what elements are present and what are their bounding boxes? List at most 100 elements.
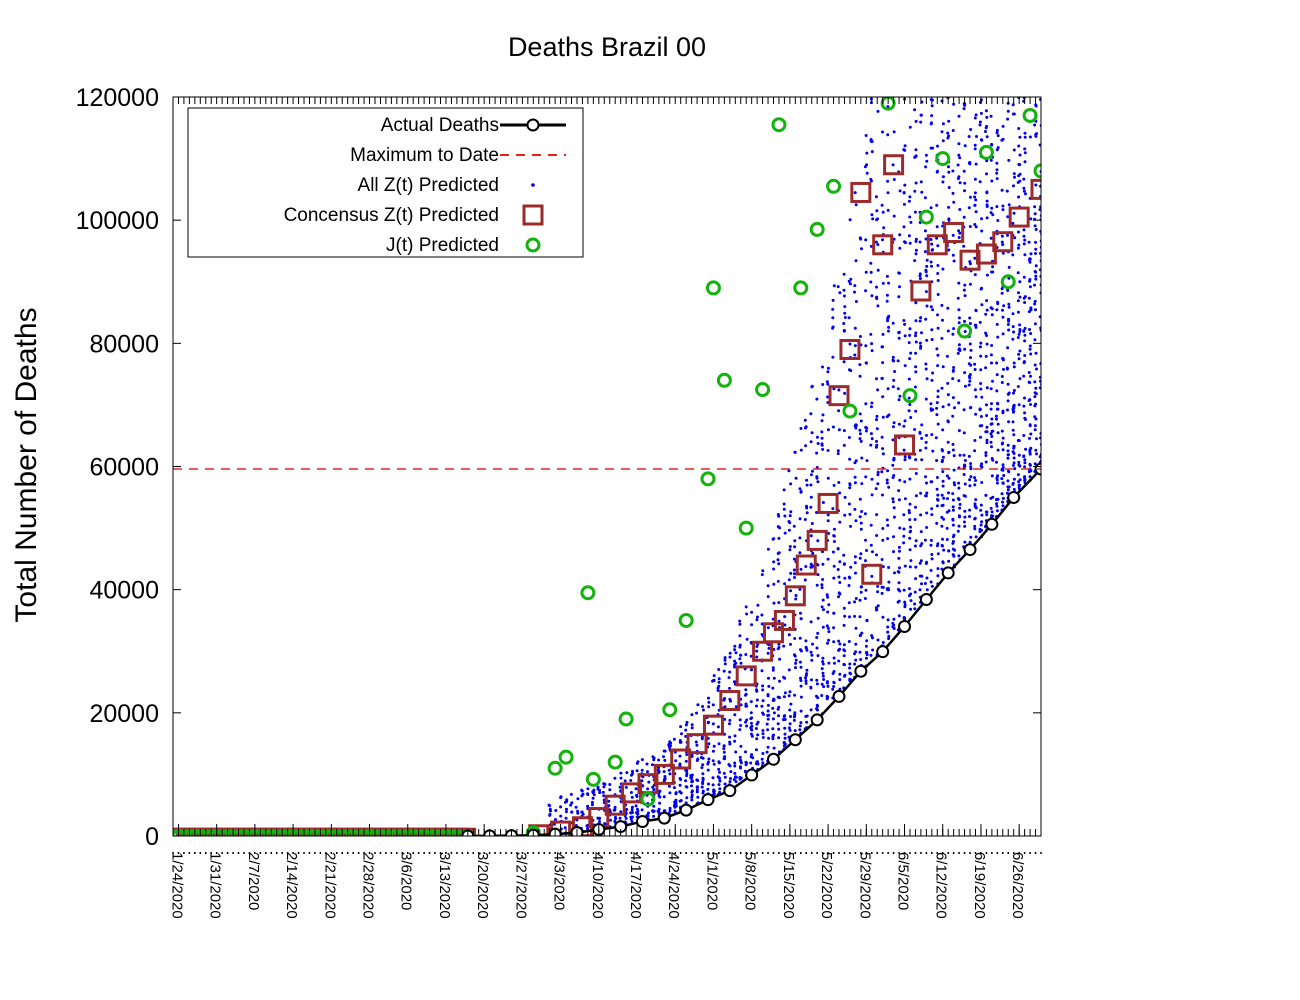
all-z-point	[858, 428, 862, 432]
all-z-point	[985, 513, 989, 517]
all-z-point	[885, 478, 889, 482]
all-z-point	[989, 158, 993, 162]
all-z-point	[749, 700, 753, 704]
all-z-point	[734, 775, 738, 779]
all-z-point	[925, 588, 929, 592]
all-z-point	[891, 476, 895, 479]
all-z-point	[1007, 305, 1011, 309]
all-z-point	[1006, 408, 1009, 412]
all-z-point	[690, 798, 694, 802]
all-z-point	[974, 395, 978, 399]
all-z-point	[973, 195, 977, 199]
all-z-point	[891, 358, 895, 362]
all-z-point	[968, 342, 972, 346]
all-z-point	[903, 364, 907, 368]
legend-label: J(t) Predicted	[386, 235, 499, 256]
all-z-point	[1022, 434, 1026, 437]
all-z-point	[876, 470, 880, 474]
all-z-point	[799, 649, 803, 653]
all-z-point	[980, 138, 984, 142]
all-z-point	[739, 766, 742, 770]
all-z-point	[590, 803, 594, 807]
all-z-point	[696, 785, 699, 789]
all-z-point	[907, 377, 911, 381]
all-z-point	[924, 268, 928, 272]
all-z-point	[897, 614, 901, 618]
all-z-point	[832, 483, 836, 487]
all-z-point	[811, 551, 815, 555]
all-z-point	[678, 783, 682, 787]
x-tick-label: 3/27/2020	[512, 852, 529, 919]
all-z-point	[902, 527, 906, 531]
all-z-point	[777, 601, 781, 605]
all-z-point	[914, 154, 918, 158]
x-tick-label: 6/5/2020	[895, 852, 912, 910]
all-z-point	[881, 641, 885, 644]
all-z-point	[667, 745, 671, 749]
all-z-point	[967, 362, 971, 366]
all-z-point	[1001, 315, 1005, 319]
all-z-point	[1029, 252, 1033, 256]
actual-deaths-point	[679, 803, 693, 817]
all-z-point	[843, 576, 847, 580]
all-z-point	[881, 585, 885, 589]
all-z-point	[918, 274, 922, 278]
all-z-point	[881, 493, 884, 497]
j-point	[978, 144, 994, 160]
all-z-point	[973, 273, 977, 277]
all-z-point	[946, 497, 949, 501]
all-z-point	[619, 776, 623, 780]
all-z-point	[728, 780, 732, 784]
all-z-point	[843, 614, 847, 618]
all-z-point	[793, 729, 797, 733]
all-z-point	[914, 340, 918, 344]
all-z-point	[854, 650, 858, 654]
all-z-point	[1012, 456, 1016, 460]
j-point	[585, 771, 601, 787]
all-z-point	[1016, 310, 1020, 314]
all-z-point	[609, 818, 612, 822]
all-z-point	[989, 353, 993, 357]
all-z-point	[848, 615, 851, 619]
all-z-point	[1000, 381, 1004, 384]
all-z-point	[792, 557, 796, 561]
all-z-point	[902, 541, 906, 545]
all-z-point	[821, 365, 824, 369]
all-z-point	[947, 476, 951, 480]
all-z-point	[920, 582, 923, 586]
all-z-point	[902, 225, 906, 229]
all-z-point	[925, 560, 929, 564]
all-z-point	[718, 790, 722, 794]
all-z-point	[739, 776, 743, 780]
all-z-point	[826, 428, 830, 432]
all-z-point	[805, 648, 809, 652]
all-z-point	[640, 768, 644, 772]
all-z-point	[820, 605, 824, 609]
all-z-point	[914, 239, 918, 243]
all-z-point	[728, 735, 732, 739]
all-z-point	[1029, 352, 1033, 356]
all-z-point	[842, 648, 846, 652]
all-z-point	[952, 327, 956, 331]
all-z-point	[979, 415, 983, 418]
all-z-point	[863, 512, 867, 516]
j-point	[640, 791, 656, 807]
all-z-point	[706, 721, 710, 725]
all-z-point	[739, 761, 743, 765]
all-z-point	[756, 615, 759, 619]
all-z-point	[898, 526, 902, 530]
all-z-point	[936, 326, 940, 330]
all-z-point	[772, 746, 776, 750]
all-z-point	[871, 636, 874, 640]
all-z-point	[717, 767, 721, 771]
all-z-point	[745, 724, 749, 728]
all-z-point	[903, 419, 907, 423]
all-z-point	[629, 811, 633, 815]
all-z-point	[826, 476, 830, 480]
all-z-point	[832, 681, 836, 685]
all-z-point	[827, 630, 831, 634]
all-z-point	[935, 544, 939, 548]
all-z-point	[979, 387, 983, 391]
all-z-point	[652, 814, 656, 818]
all-z-point	[985, 438, 989, 442]
